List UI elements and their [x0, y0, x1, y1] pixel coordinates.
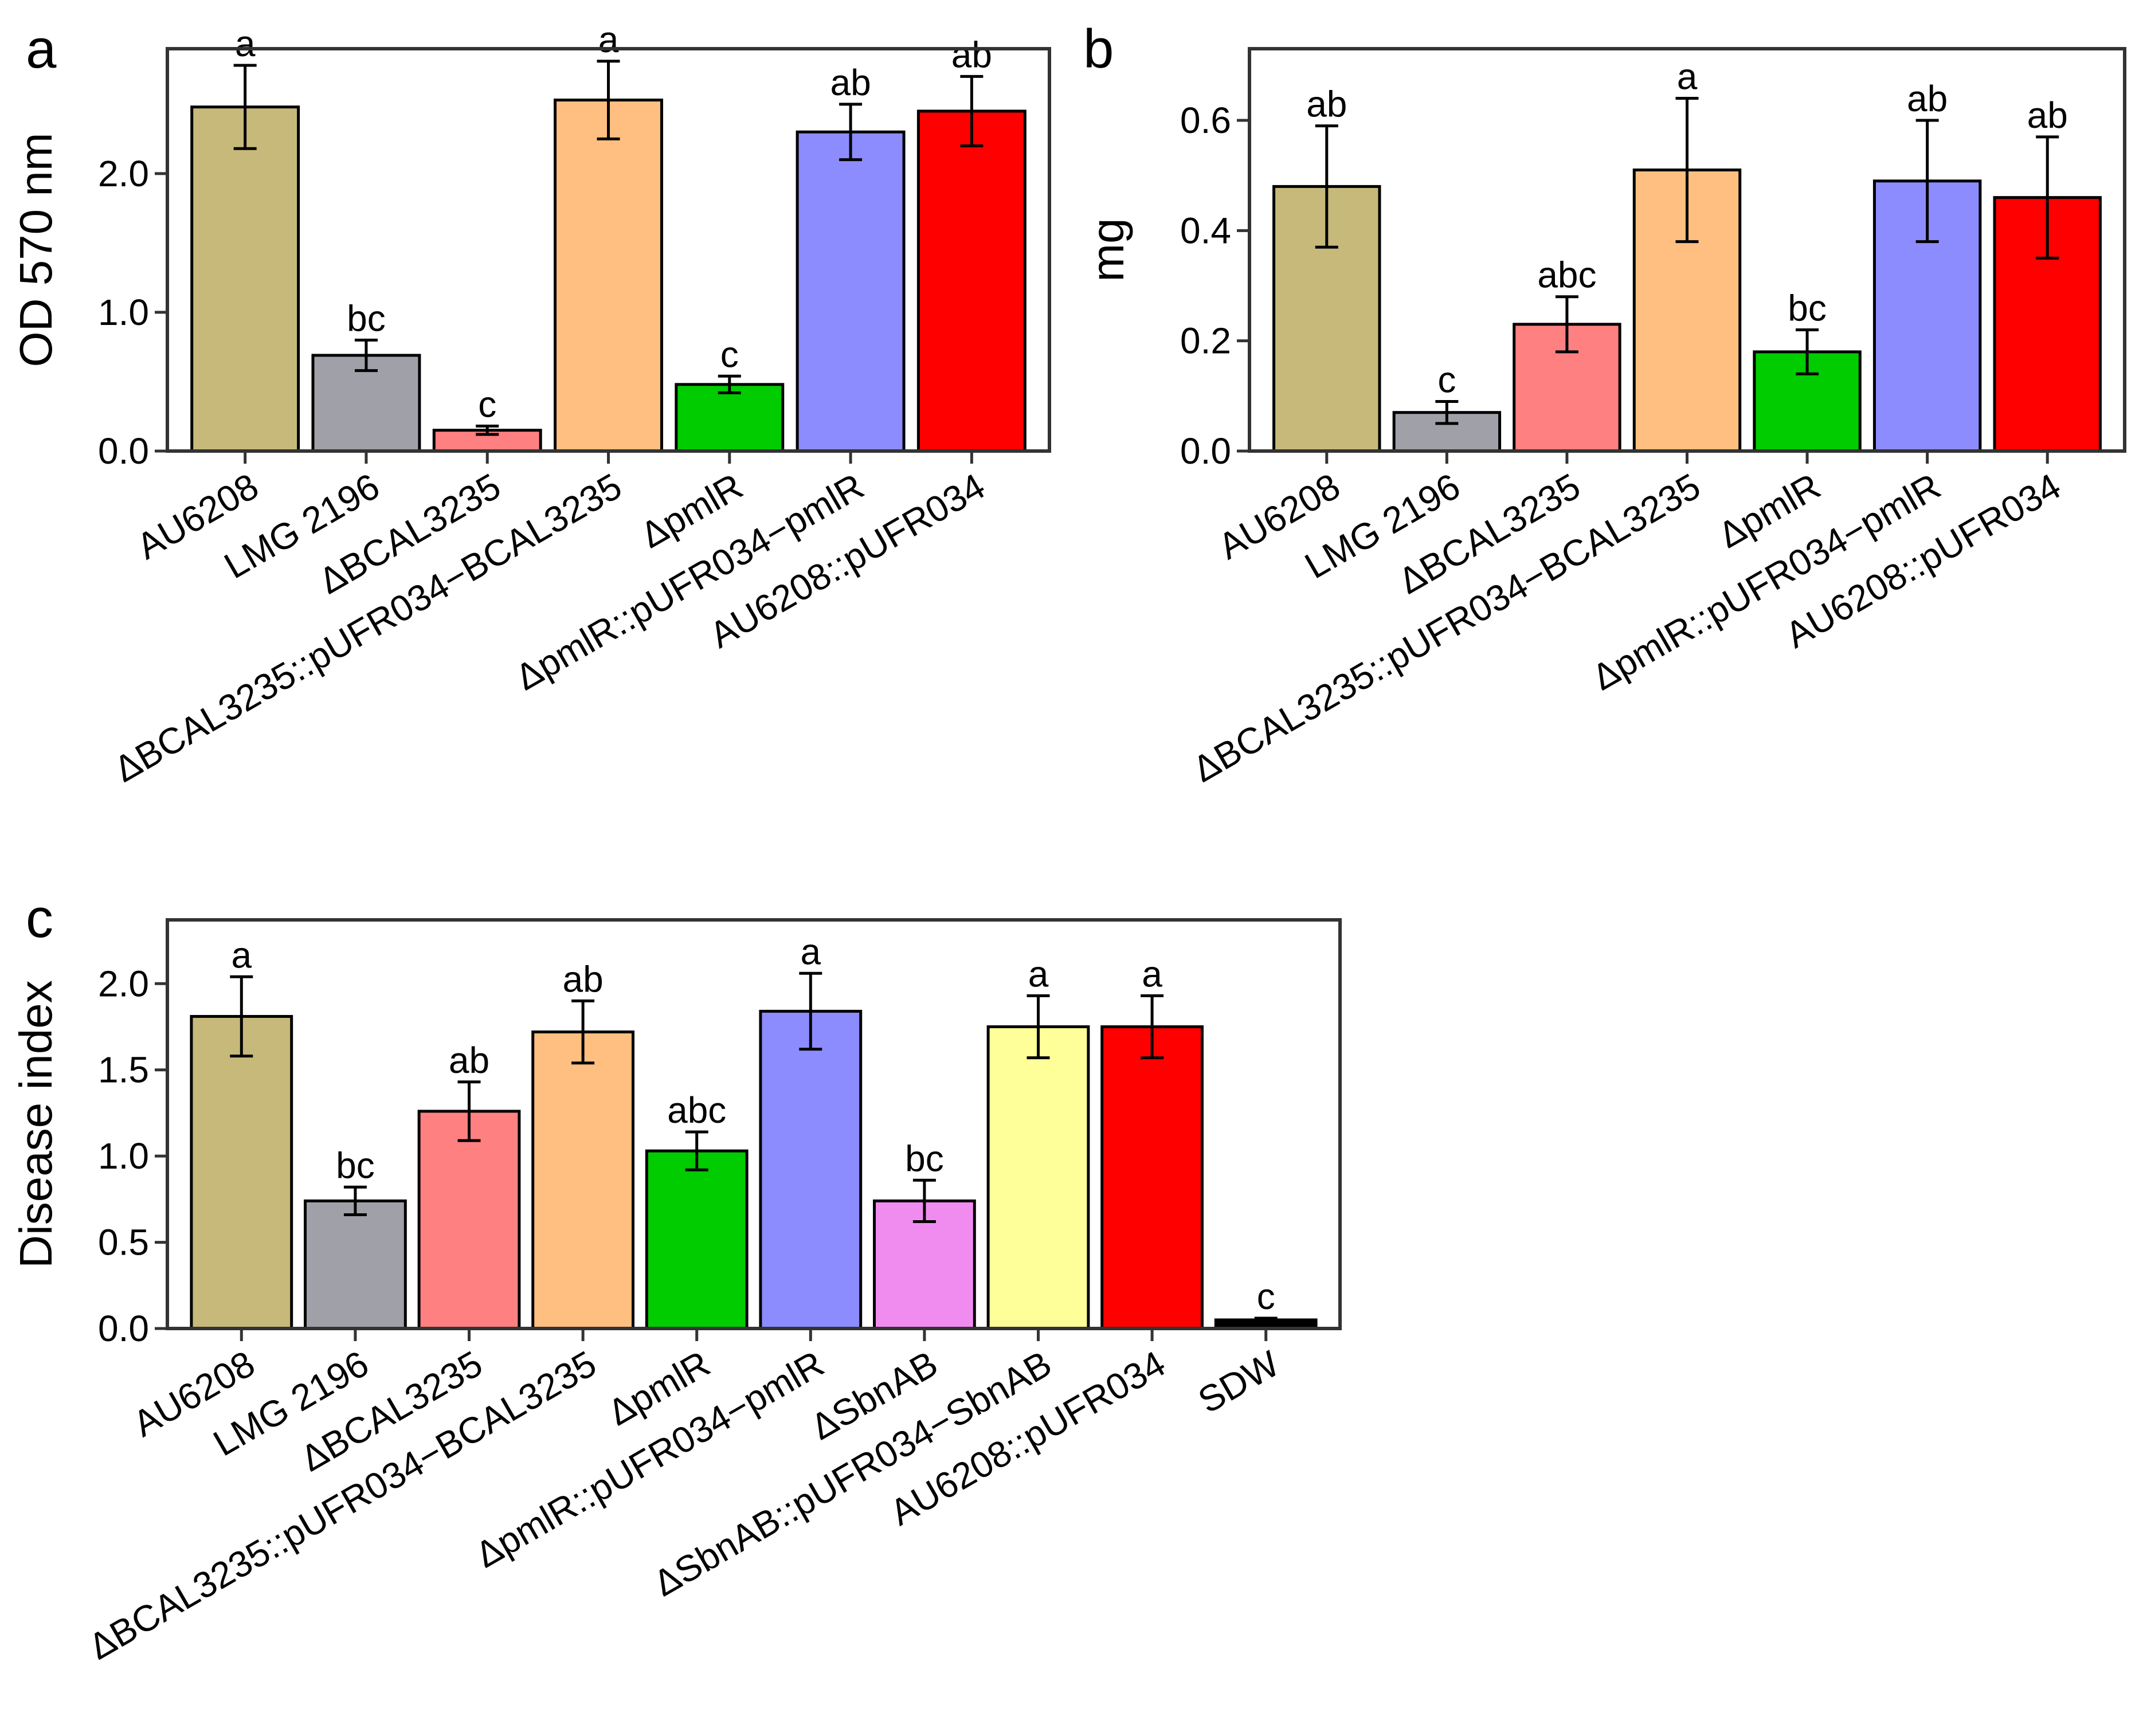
significance-letter: ab: [2027, 95, 2068, 136]
bar-bcal3235-pufr034-bcal3235: [531, 1030, 634, 1330]
bar-au6208: [190, 105, 300, 453]
bar-bcal3235-pufr034-bcal3235: [554, 99, 663, 453]
significance-letter: a: [1028, 953, 1049, 994]
significance-letter: bc: [336, 1145, 375, 1186]
bar-pmlr: [645, 1149, 749, 1330]
significance-letter: ab: [951, 34, 992, 75]
y-axis-label: mg: [1082, 218, 1133, 281]
significance-letter: abc: [1537, 254, 1596, 296]
significance-letter: ab: [1306, 84, 1347, 125]
significance-letter: a: [235, 23, 256, 64]
panel-letter: c: [26, 888, 53, 949]
significance-letter: ab: [449, 1040, 489, 1081]
bar-au6208: [190, 1014, 293, 1330]
bar-bcal3235: [432, 429, 542, 453]
y-tick-label: 1.5: [98, 1049, 149, 1091]
y-tick-label: 1.0: [98, 1135, 149, 1177]
bar-pmlr-pufr034-pmlr: [796, 130, 906, 453]
significance-letter: ab: [563, 958, 604, 1000]
significance-letter: bc: [347, 297, 386, 339]
bar-pmlr: [675, 383, 785, 453]
y-axis-label: Disease index: [10, 980, 61, 1268]
significance-letter: a: [1677, 56, 1698, 97]
panel-letter: a: [26, 18, 57, 80]
significance-letter: a: [598, 19, 619, 60]
significance-letter: a: [1142, 953, 1162, 994]
plot-frame: [166, 918, 1342, 1330]
y-tick-label: 2.0: [98, 963, 149, 1004]
significance-letter: abc: [667, 1090, 726, 1131]
bar-sbnab-pufr034-sbnab: [986, 1025, 1090, 1330]
significance-letter: bc: [905, 1138, 944, 1179]
y-tick-label: 0.5: [98, 1222, 149, 1263]
y-axis-label: OD 570 nm: [10, 132, 61, 367]
plot-frame: [1248, 47, 2126, 453]
panel-letter: b: [1083, 18, 1114, 80]
bar-au6208-pufr034: [916, 109, 1027, 453]
y-tick-label: 2.0: [98, 153, 149, 194]
significance-letter: bc: [1788, 287, 1827, 328]
significance-letter: a: [232, 934, 252, 975]
y-tick-label: 0.0: [1180, 430, 1231, 472]
y-tick-label: 0.6: [1180, 100, 1231, 141]
bar-pmlr-pufr034-pmlr: [759, 1009, 863, 1330]
significance-letter: a: [801, 931, 821, 972]
significance-letter: c: [1257, 1276, 1275, 1317]
y-tick-label: 0.0: [98, 1308, 149, 1349]
bar-bcal3235: [417, 1110, 521, 1330]
y-tick-label: 0.4: [1180, 210, 1231, 251]
x-tick-label: SDW: [1191, 1342, 1286, 1421]
significance-letter: c: [720, 334, 739, 375]
y-tick-label: 1.0: [98, 292, 149, 333]
bar-au6208-pufr034: [1100, 1025, 1204, 1330]
plot-frame: [166, 47, 1051, 453]
significance-letter: ab: [1907, 78, 1948, 119]
y-tick-label: 0.2: [1180, 320, 1231, 362]
significance-letter: c: [478, 383, 496, 425]
bar-lmg-2196: [304, 1199, 407, 1330]
significance-letter: c: [1437, 359, 1456, 400]
y-tick-label: 0.0: [98, 430, 149, 472]
significance-letter: ab: [830, 62, 871, 103]
